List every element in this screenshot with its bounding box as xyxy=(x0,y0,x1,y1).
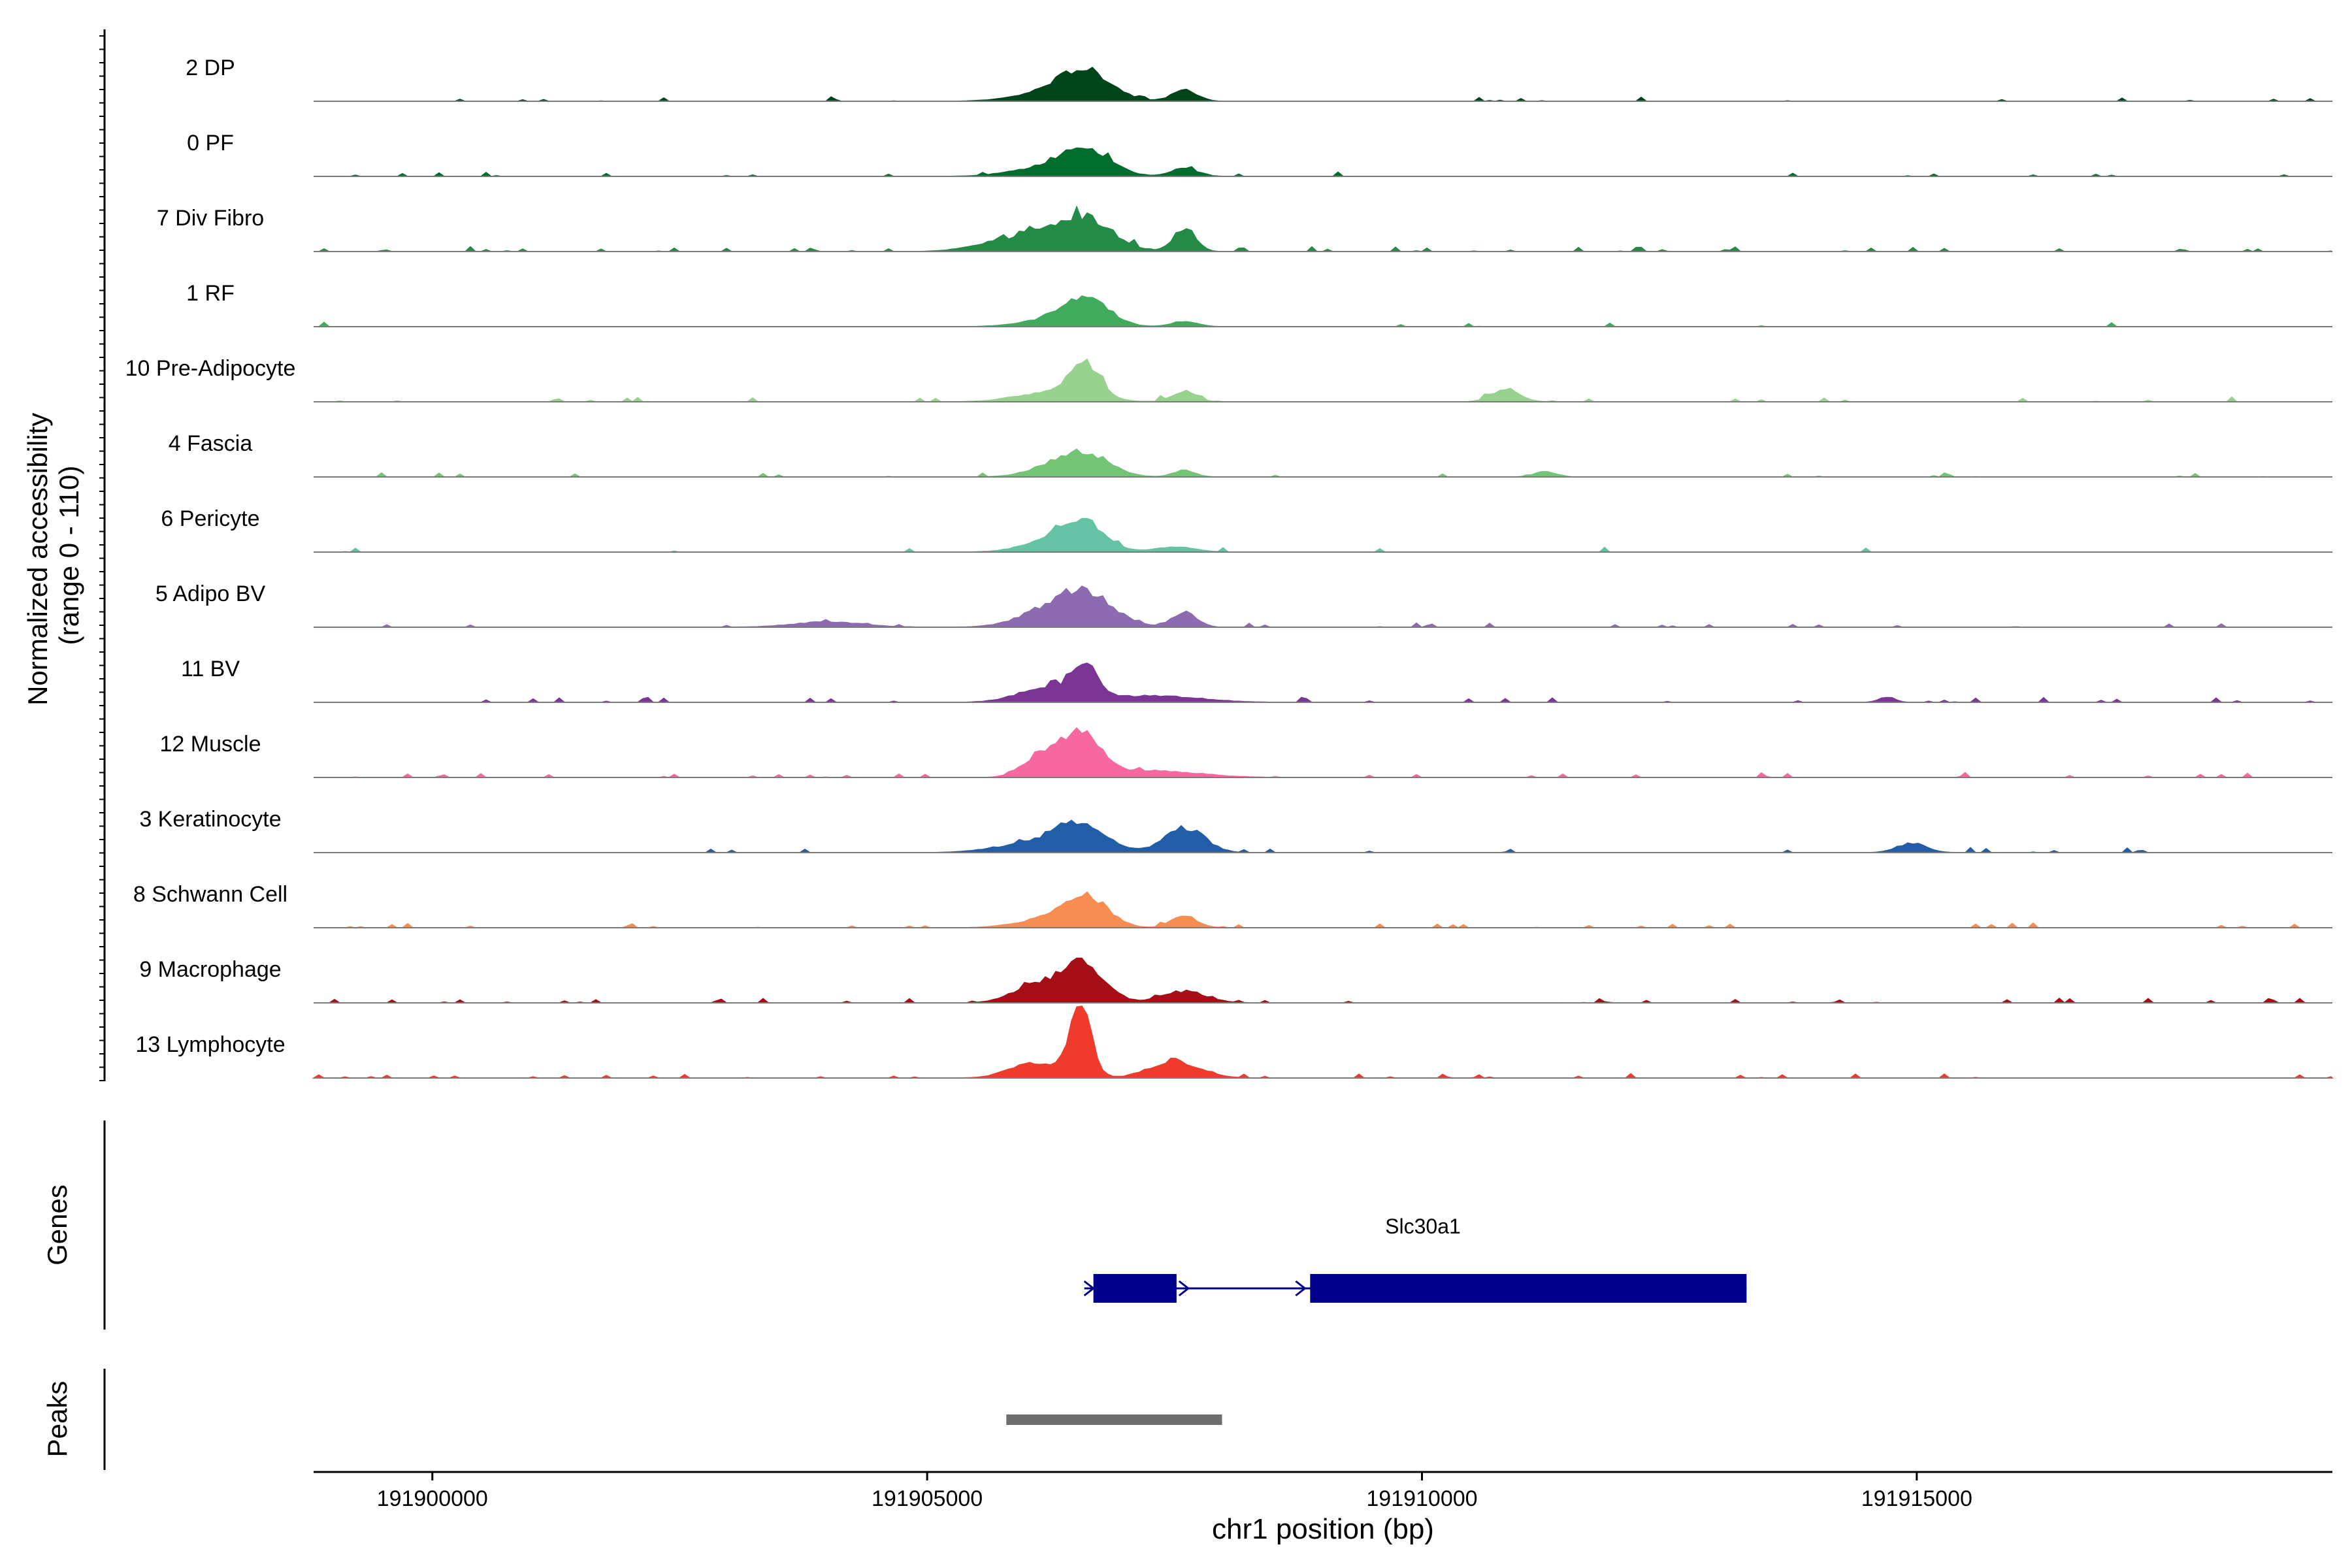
y-axis-label-line1: Normalized accessibility xyxy=(22,413,53,706)
coverage-area xyxy=(314,448,2332,478)
track-label: 1 RF xyxy=(186,281,235,306)
track-0-pf: 0 PF xyxy=(187,131,2332,177)
track-13-lymphocyte: 13 Lymphocyte xyxy=(135,1005,2334,1079)
track-label: 4 Fascia xyxy=(169,431,253,456)
track-label: 0 PF xyxy=(187,131,234,155)
coverage-area xyxy=(314,891,2332,928)
track-label: 9 Macrophage xyxy=(139,957,281,982)
track-label: 3 Keratinocyte xyxy=(139,807,281,832)
track-label: 8 Schwann Cell xyxy=(133,882,287,907)
track-8-schwann-cell: 8 Schwann Cell xyxy=(133,882,2332,928)
coverage-area xyxy=(314,358,2332,402)
track-7-div-fibro: 7 Div Fibro xyxy=(157,205,2333,252)
strand-arrow xyxy=(1178,1280,1190,1297)
coverage-area xyxy=(314,662,2332,703)
track-label: 10 Pre-Adipocyte xyxy=(125,356,296,381)
x-tick-label: 191910000 xyxy=(1366,1486,1477,1511)
x-axis-ticks: 191900000 191905000 191910000 191915000 xyxy=(377,1472,1972,1511)
coverage-area xyxy=(312,1005,2334,1079)
coverage-area xyxy=(314,147,2332,177)
x-tick-label: 191905000 xyxy=(872,1486,983,1511)
track-3-keratinocyte: 3 Keratinocyte xyxy=(139,807,2332,853)
gene-exon xyxy=(1093,1274,1177,1303)
coverage-area xyxy=(314,585,2332,628)
peaks-label: Peaks xyxy=(42,1381,73,1458)
track-5-adipo-bv: 5 Adipo BV xyxy=(155,581,2332,628)
track-label: 6 Pericyte xyxy=(161,506,259,531)
x-tick-label: 191900000 xyxy=(377,1486,488,1511)
track-12-muscle: 12 Muscle xyxy=(160,727,2332,778)
x-tick-label: 191915000 xyxy=(1861,1486,1972,1511)
peak-bar xyxy=(1006,1414,1222,1425)
track-label: 11 BV xyxy=(181,657,240,681)
coverage-area xyxy=(314,205,2333,252)
coverage-tracks: 2 DP 0 PF 7 Div Fibro 1 RF 10 Pre-Adipocyte 4… xyxy=(125,56,2334,1079)
track-11-bv: 11 BV xyxy=(181,657,2332,703)
gene-track: Slc30a1 xyxy=(1083,1215,1747,1303)
track-2-dp: 2 DP xyxy=(186,56,2332,102)
x-axis-label: chr1 position (bp) xyxy=(1212,1513,1434,1545)
coverage-area xyxy=(314,819,2332,853)
track-label: 7 Div Fibro xyxy=(157,206,264,231)
track-label: 13 Lymphocyte xyxy=(135,1032,285,1057)
coverage-area xyxy=(314,957,2332,1004)
coverage-area xyxy=(314,67,2332,102)
genes-label: Genes xyxy=(42,1184,73,1266)
track-10-pre-adipocyte: 10 Pre-Adipocyte xyxy=(125,356,2332,402)
strand-arrow xyxy=(1295,1280,1307,1297)
peak-track xyxy=(1006,1414,1222,1425)
track-4-fascia: 4 Fascia xyxy=(169,431,2332,478)
gene-exon xyxy=(1310,1274,1747,1303)
track-1-rf: 1 RF xyxy=(186,281,2332,327)
track-9-macrophage: 9 Macrophage xyxy=(139,957,2332,1004)
coverage-area xyxy=(314,727,2332,778)
y-axis-label-line2: (range 0 - 110) xyxy=(54,466,84,645)
track-label: 12 Muscle xyxy=(160,732,261,757)
track-label: 5 Adipo BV xyxy=(155,581,266,606)
gene-name: Slc30a1 xyxy=(1385,1215,1461,1238)
y-axis-label: Normalized accessibility (range 0 - 110) xyxy=(22,405,84,706)
track-6-pericyte: 6 Pericyte xyxy=(161,506,2332,553)
coverage-area xyxy=(314,295,2332,327)
coverage-area xyxy=(314,517,2332,553)
track-label: 2 DP xyxy=(186,56,235,80)
